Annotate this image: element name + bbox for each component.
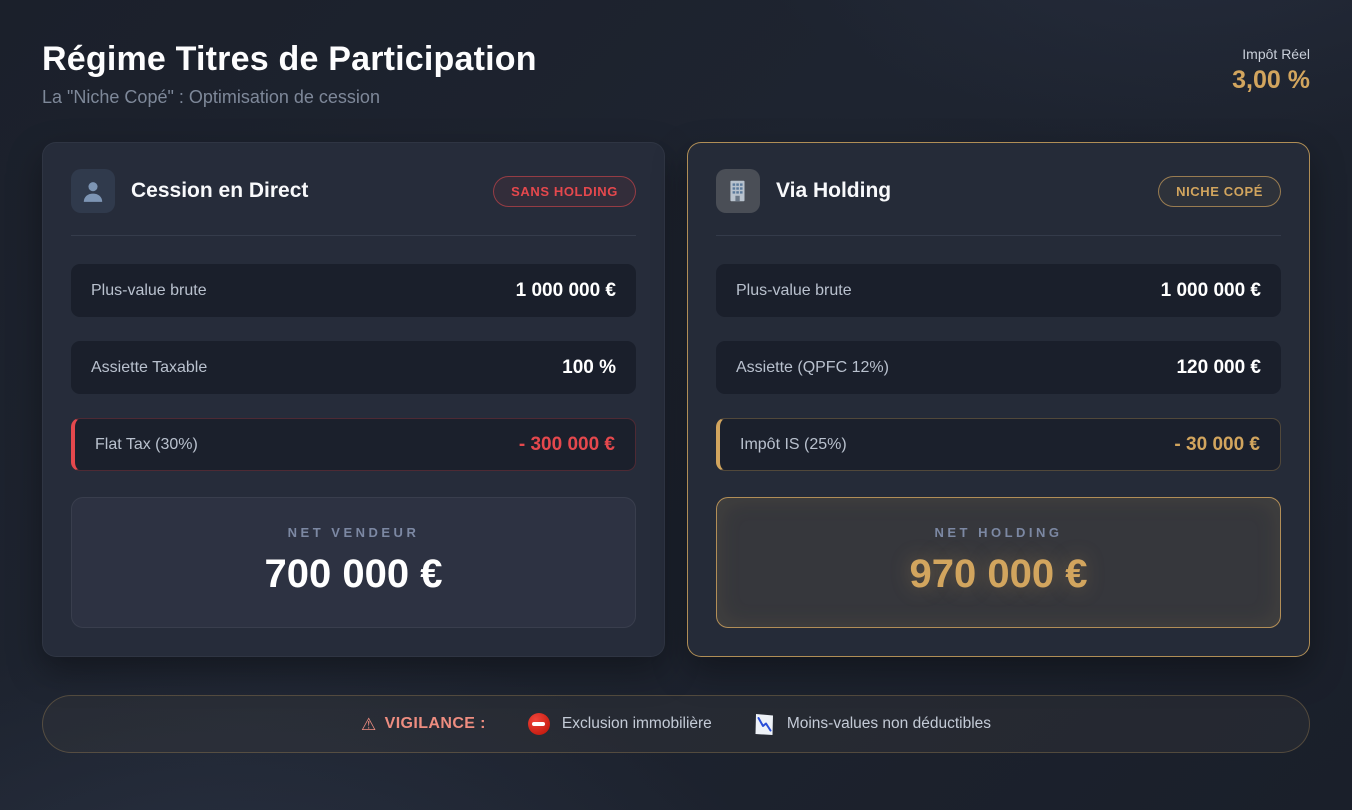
- vigilance-item-moins-values: Moins-values non déductibles: [754, 713, 991, 736]
- row-value: 120 000 €: [1176, 356, 1261, 378]
- card-via-holding: Via Holding NICHE COPÉ Plus-value brute …: [687, 142, 1310, 657]
- row-label: Flat Tax (30%): [95, 435, 198, 453]
- row-assiette-taxable: Assiette Taxable 100 %: [71, 341, 636, 394]
- page-header: Régime Titres de Participation La "Niche…: [42, 40, 1310, 108]
- vigilance-label: VIGILANCE :: [384, 715, 486, 732]
- metric-value: 3,00 %: [1232, 66, 1310, 94]
- card-title: Cession en Direct: [131, 179, 309, 202]
- net-holding-box: NET HOLDING 970 000 €: [716, 497, 1281, 628]
- net-label: NET VENDEUR: [287, 525, 420, 540]
- comparison-cards: Cession en Direct SANS HOLDING Plus-valu…: [42, 142, 1310, 657]
- card-rows: Plus-value brute 1 000 000 € Assiette (Q…: [716, 264, 1281, 471]
- vigilance-title: ⚠ VIGILANCE :: [361, 715, 486, 733]
- row-value: 1 000 000 €: [1160, 279, 1261, 301]
- vigilance-bar: ⚠ VIGILANCE : Exclusion immobilière Moin…: [42, 695, 1310, 753]
- metric-label: Impôt Réel: [1242, 46, 1310, 62]
- warning-icon: ⚠: [360, 714, 377, 734]
- effective-tax-metric: Impôt Réel 3,00 %: [1232, 40, 1310, 95]
- net-vendeur-box: NET VENDEUR 700 000 €: [71, 497, 636, 628]
- status-badge-sans-holding: SANS HOLDING: [493, 175, 636, 207]
- row-value: - 30 000 €: [1174, 433, 1260, 455]
- building-icon: [716, 169, 760, 213]
- row-value: 1 000 000 €: [515, 279, 616, 301]
- card-header: Cession en Direct SANS HOLDING: [71, 169, 636, 236]
- card-cession-directe: Cession en Direct SANS HOLDING Plus-valu…: [42, 142, 665, 657]
- vigilance-item-text: Exclusion immobilière: [561, 715, 712, 732]
- row-assiette-qpfc: Assiette (QPFC 12%) 120 000 €: [716, 341, 1281, 394]
- row-plus-value-brute: Plus-value brute 1 000 000 €: [716, 264, 1281, 317]
- page-subtitle: La "Niche Copé" : Optimisation de cessio…: [42, 87, 380, 107]
- card-rows: Plus-value brute 1 000 000 € Assiette Ta…: [71, 264, 636, 471]
- net-value: 700 000 €: [264, 552, 443, 596]
- vigilance-item-text: Moins-values non déductibles: [786, 715, 992, 732]
- row-value: - 300 000 €: [518, 433, 615, 455]
- row-label: Assiette Taxable: [91, 358, 208, 376]
- row-label: Assiette (QPFC 12%): [736, 358, 889, 376]
- row-impot-is: Impôt IS (25%) - 30 000 €: [716, 418, 1281, 471]
- row-label: Plus-value brute: [91, 281, 207, 299]
- chart-decreasing-icon: [755, 713, 773, 735]
- row-value: 100 %: [562, 356, 616, 378]
- vigilance-item-exclusion: Exclusion immobilière: [527, 713, 712, 735]
- status-badge-niche-cope: NICHE COPÉ: [1158, 175, 1281, 207]
- row-label: Plus-value brute: [736, 281, 852, 299]
- page-title: Régime Titres de Participation: [42, 40, 537, 78]
- person-icon: [71, 169, 115, 213]
- net-label: NET HOLDING: [934, 525, 1063, 540]
- card-title: Via Holding: [776, 179, 892, 202]
- row-label: Impôt IS (25%): [740, 435, 847, 453]
- no-entry-icon: [527, 713, 550, 735]
- net-value: 970 000 €: [909, 552, 1088, 596]
- row-flat-tax: Flat Tax (30%) - 300 000 €: [71, 418, 636, 471]
- title-block: Régime Titres de Participation La "Niche…: [42, 40, 537, 108]
- row-plus-value-brute: Plus-value brute 1 000 000 €: [71, 264, 636, 317]
- card-header: Via Holding NICHE COPÉ: [716, 169, 1281, 236]
